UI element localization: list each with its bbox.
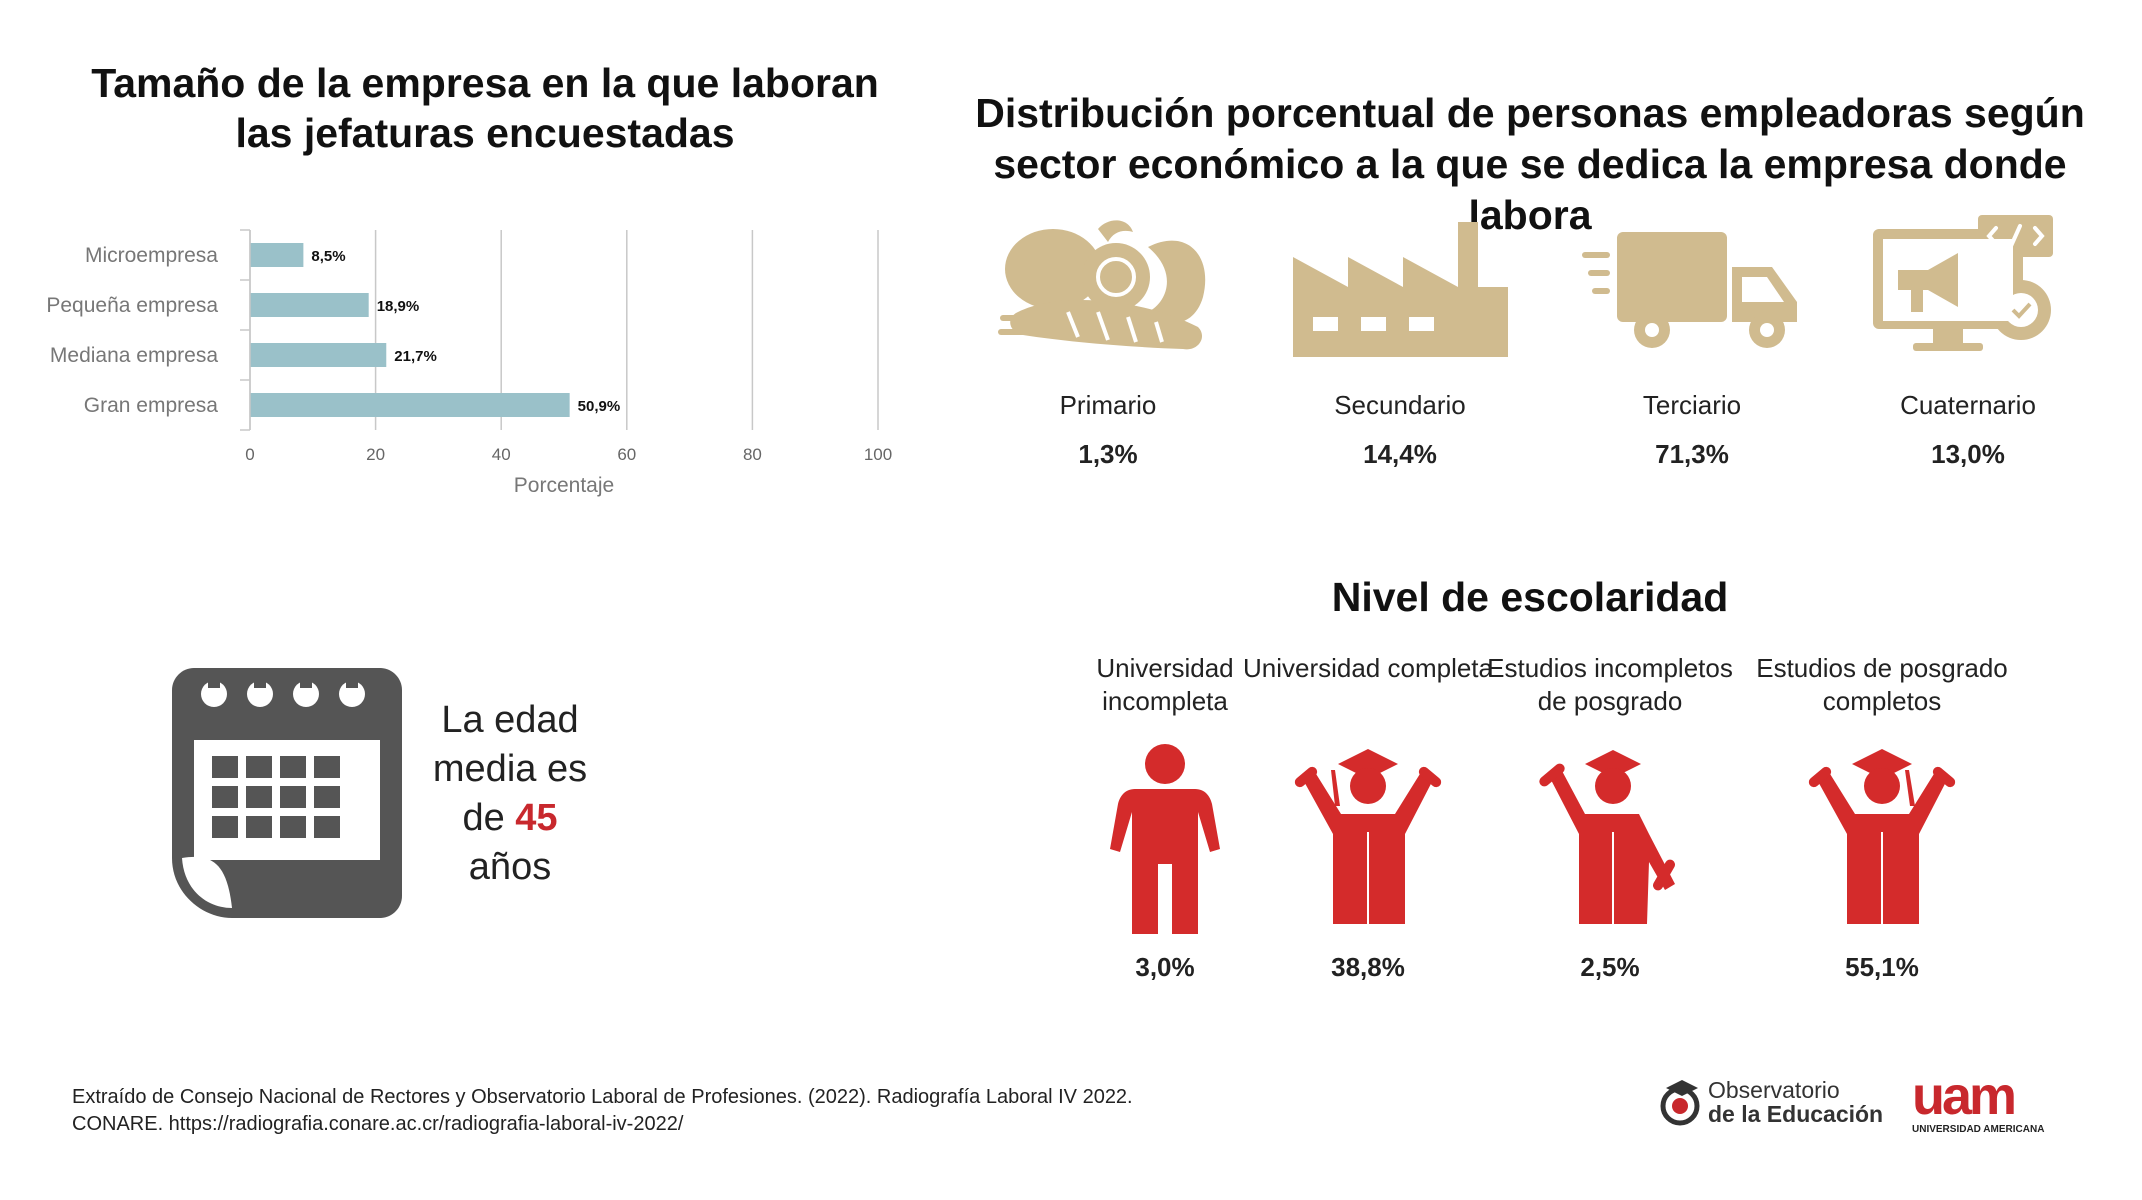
x-axis-label: Porcentaje bbox=[514, 474, 614, 497]
education-label: Estudios incompletos de posgrado bbox=[1487, 653, 1733, 716]
data-label: 8,5% bbox=[311, 248, 345, 265]
uam-name: UNIVERSIDAD AMERICANA bbox=[1912, 1124, 2045, 1135]
sector-secundario: Secundario 14,4% bbox=[1270, 212, 1530, 470]
data-label: 21,7% bbox=[394, 348, 437, 365]
sector-title: Distribución porcentual de personas empl… bbox=[975, 90, 2085, 238]
y-tick-label: Mediana empresa bbox=[50, 344, 218, 367]
education-value: 2,5% bbox=[1580, 952, 1640, 982]
uam-logo: uam UNIVERSIDAD AMERICANA bbox=[1912, 1066, 2045, 1135]
company-size-bar-chart: 0 20 40 60 80 100 Porcentaje Microempresa 8,5% Pe… bbox=[46, 229, 892, 497]
x-tick-label: 40 bbox=[492, 445, 511, 464]
size-chart-title: Tamaño de la empresa en la que laboran l… bbox=[91, 60, 879, 156]
x-tick-label: 0 bbox=[245, 445, 254, 464]
bar bbox=[250, 293, 369, 317]
x-tick-label: 100 bbox=[864, 445, 892, 464]
sector-cuaternario: Cuaternario 13,0% bbox=[1838, 212, 2098, 470]
sector-primario: Primario 1,3% bbox=[978, 212, 1238, 470]
observatorio-logo: Observatorio de la Educación bbox=[1660, 1078, 1883, 1126]
truck-icon bbox=[1562, 212, 1822, 362]
source-line-2: CONARE. https://radiografia.conare.ac.cr… bbox=[72, 1113, 684, 1135]
education-value: 3,0% bbox=[1135, 952, 1195, 982]
source-citation: Extraído de Consejo Nacional de Rectores… bbox=[72, 1084, 1372, 1138]
age-text-before: La edad media es de bbox=[432, 699, 588, 839]
data-label: 50,9% bbox=[578, 398, 621, 415]
education-title: Nivel de escolaridad bbox=[1331, 574, 1729, 620]
sector-value: 13,0% bbox=[1931, 439, 2005, 469]
average-age-text: La edad media es de 45 años bbox=[410, 696, 610, 892]
graduate-celebrating-icon bbox=[1238, 734, 1498, 934]
education-item: Estudios incompletos de posgrado 2,5% bbox=[1480, 652, 1740, 983]
calendar-icon bbox=[172, 668, 402, 923]
sector-label: Cuaternario bbox=[1900, 390, 2036, 420]
education-label: Universidad incompleta bbox=[1096, 653, 1234, 716]
education-item: Estudios de posgrado completos 55,1% bbox=[1752, 652, 2012, 983]
bar bbox=[250, 343, 387, 367]
sector-label: Terciario bbox=[1642, 390, 1742, 420]
x-tick-label: 80 bbox=[743, 445, 762, 464]
education-item: Universidad completa 38,8% bbox=[1238, 652, 1498, 983]
sector-label: Secundario bbox=[1334, 390, 1466, 420]
education-label: Universidad completa bbox=[1242, 653, 1493, 683]
y-tick-label: Pequeña empresa bbox=[46, 294, 218, 317]
data-label: 18,9% bbox=[377, 298, 420, 315]
bar bbox=[250, 393, 570, 417]
x-tick-label: 60 bbox=[617, 445, 636, 464]
observatorio-line-1: Observatorio bbox=[1708, 1077, 1840, 1103]
graduate-celebrating-icon bbox=[1752, 734, 2012, 934]
sector-value: 1,3% bbox=[1078, 439, 1138, 469]
sector-value: 14,4% bbox=[1363, 439, 1437, 469]
source-line-1: Extraído de Consejo Nacional de Rectores… bbox=[72, 1086, 1133, 1108]
bar bbox=[250, 243, 304, 267]
observatorio-eye-icon bbox=[1660, 1080, 1700, 1126]
age-value: 45 bbox=[515, 797, 558, 839]
age-text-after: años bbox=[468, 846, 552, 888]
factory-icon bbox=[1270, 212, 1530, 362]
sector-terciario: Terciario 71,3% bbox=[1562, 212, 1822, 470]
uam-mark: uam bbox=[1912, 1066, 2017, 1126]
computer-marketing-icon bbox=[1838, 212, 2098, 362]
sector-value: 71,3% bbox=[1655, 439, 1729, 469]
y-tick-label: Microempresa bbox=[85, 244, 218, 267]
education-value: 55,1% bbox=[1845, 952, 1919, 982]
graduate-diploma-icon bbox=[1480, 734, 1740, 934]
x-tick-label: 20 bbox=[366, 445, 385, 464]
sector-label: Primario bbox=[1059, 390, 1157, 420]
education-item: Universidad incompleta 3,0% bbox=[1035, 652, 1295, 983]
y-tick-label: Gran empresa bbox=[84, 394, 219, 417]
person-icon bbox=[1035, 734, 1295, 934]
education-value: 38,8% bbox=[1331, 952, 1405, 982]
education-label: Estudios de posgrado completos bbox=[1756, 653, 2008, 716]
observatorio-line-2: de la Educación bbox=[1708, 1101, 1884, 1127]
vegetables-icon bbox=[978, 212, 1238, 362]
